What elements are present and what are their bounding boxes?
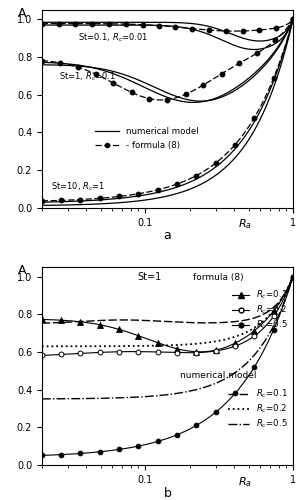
Text: b: b xyxy=(164,486,171,500)
Legend: numerical model, - formula (8): numerical model, - formula (8) xyxy=(91,124,202,153)
Text: numerical model: numerical model xyxy=(180,371,257,380)
Text: formula (8): formula (8) xyxy=(193,273,243,282)
Legend: $R_c$=0.1, $R_c$=0.2, $R_c$=0.5: $R_c$=0.1, $R_c$=0.2, $R_c$=0.5 xyxy=(224,384,291,434)
Text: $R_a$: $R_a$ xyxy=(238,218,252,232)
Text: St=1: St=1 xyxy=(137,272,161,282)
Text: a: a xyxy=(164,230,171,242)
Y-axis label: A: A xyxy=(18,7,26,20)
Text: $R_a$: $R_a$ xyxy=(238,475,252,488)
Text: St=1, $R_c$=0.1: St=1, $R_c$=0.1 xyxy=(59,70,116,83)
Text: St=0.1, $R_c$=0.01: St=0.1, $R_c$=0.01 xyxy=(78,31,148,44)
Text: St=10, $R_c$=1: St=10, $R_c$=1 xyxy=(51,181,105,194)
Y-axis label: A: A xyxy=(18,264,26,277)
